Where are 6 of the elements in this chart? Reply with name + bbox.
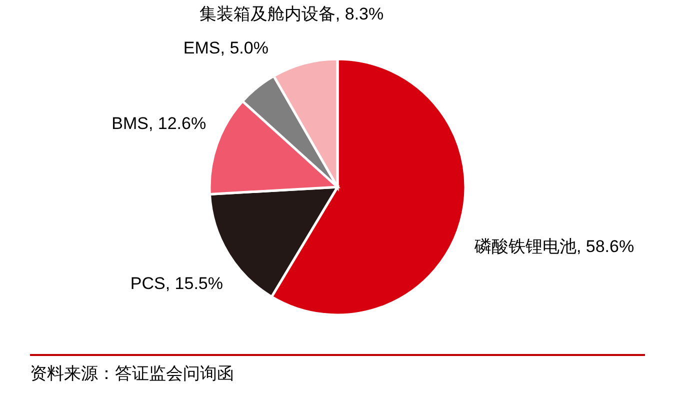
slice-label: EMS, 5.0%	[183, 38, 268, 58]
slice-label: BMS, 12.6%	[112, 114, 206, 133]
slice-label: 磷酸铁锂电池, 58.6%	[473, 237, 634, 256]
text: 资料来源：答证监会问询函	[30, 354, 645, 385]
slice-label: 集装箱及舱内设备, 8.3%	[199, 4, 384, 24]
slice-label: PCS, 15.5%	[130, 274, 223, 294]
